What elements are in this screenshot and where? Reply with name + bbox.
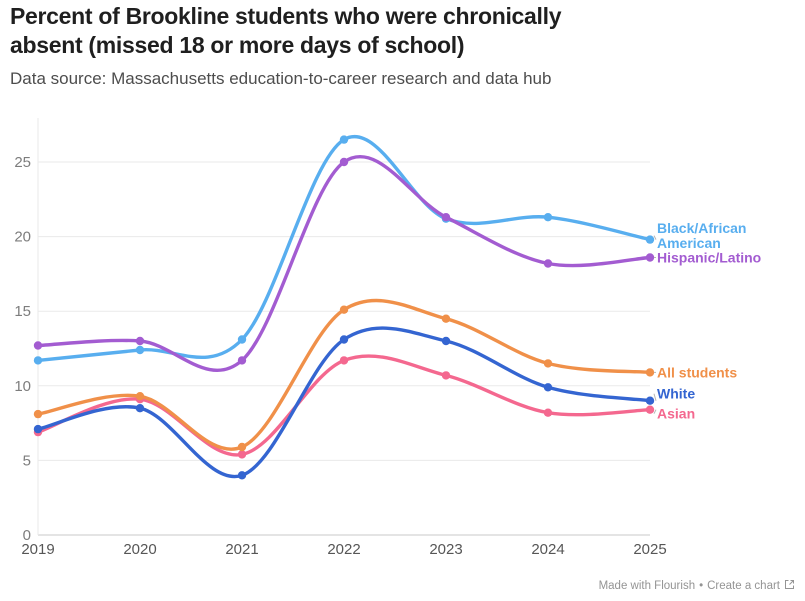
asian-label-leader bbox=[653, 409, 657, 414]
all-students-point-2020[interactable] bbox=[135, 392, 145, 401]
hispanic-latino-point-2025[interactable] bbox=[645, 253, 655, 262]
asian-point-2022[interactable] bbox=[339, 356, 349, 365]
black-african-american-point-2021[interactable] bbox=[237, 335, 247, 344]
chart-subtitle: Data source: Massachusetts education-to-… bbox=[10, 69, 552, 88]
all-students-point-2023[interactable] bbox=[441, 314, 451, 323]
hispanic-latino-point-2024[interactable] bbox=[543, 259, 553, 268]
all-students-point-2025[interactable] bbox=[645, 368, 655, 377]
white-point-2025[interactable] bbox=[645, 396, 655, 405]
all-students-point-2021[interactable] bbox=[237, 442, 247, 452]
y-axis-tick-label: 10 bbox=[14, 378, 31, 395]
hispanic-latino-point-2020[interactable] bbox=[135, 336, 145, 346]
y-axis-tick-label: 5 bbox=[23, 452, 31, 469]
black-african-american-end-label: American bbox=[657, 235, 721, 251]
all-students-point-2022[interactable] bbox=[339, 305, 349, 314]
white-end-label: White bbox=[657, 386, 695, 402]
black-african-american-point-2020[interactable] bbox=[135, 345, 145, 355]
all-students-end-label: All students bbox=[657, 364, 737, 380]
x-axis-tick-label: 2021 bbox=[225, 541, 258, 558]
x-axis-tick-label: 2025 bbox=[633, 541, 666, 558]
x-axis-tick-label: 2024 bbox=[531, 541, 564, 558]
asian-point-2024[interactable] bbox=[543, 408, 553, 417]
hispanic-latino-end-label: Hispanic/Latino bbox=[657, 250, 761, 266]
external-link-icon bbox=[784, 579, 795, 590]
asian-point-2021[interactable] bbox=[237, 450, 247, 459]
all-students-line bbox=[36, 298, 652, 451]
chart-header: Percent of Brookline students who were c… bbox=[10, 2, 561, 89]
hispanic-latino-point-2022[interactable] bbox=[339, 157, 349, 167]
white-point-2021[interactable] bbox=[237, 471, 247, 480]
black-african-american-end-label: Black/African bbox=[657, 220, 746, 236]
hispanic-latino-point-2023[interactable] bbox=[441, 213, 451, 222]
attribution-footer: Made with Flourish • Create a chart bbox=[598, 579, 795, 592]
all-students-point-2019[interactable] bbox=[33, 409, 43, 419]
asian-end-label: Asian bbox=[657, 406, 695, 422]
black-african-american-point-2025[interactable] bbox=[645, 235, 655, 244]
x-axis-tick-label: 2023 bbox=[429, 541, 462, 558]
all-students-point-2024[interactable] bbox=[543, 359, 553, 368]
create-a-chart-link[interactable]: Create a chart bbox=[707, 580, 780, 592]
black-african-american-point-2024[interactable] bbox=[543, 213, 553, 222]
x-axis-tick-label: 2020 bbox=[123, 541, 156, 558]
black-african-american-label-leader bbox=[653, 235, 657, 240]
black-african-american-line bbox=[36, 135, 652, 363]
white-point-2023[interactable] bbox=[441, 336, 451, 346]
chart-title-line1: Percent of Brookline students who were c… bbox=[10, 3, 562, 29]
y-axis-tick-label: 20 bbox=[14, 229, 31, 246]
black-african-american-point-2019[interactable] bbox=[33, 356, 43, 365]
x-axis-tick-label: 2019 bbox=[21, 541, 54, 558]
chart-title: Percent of Brookline students who were c… bbox=[10, 2, 561, 60]
hispanic-latino-point-2021[interactable] bbox=[237, 356, 247, 365]
white-point-2024[interactable] bbox=[543, 383, 553, 392]
white-point-2022[interactable] bbox=[339, 335, 349, 344]
made-with-flourish-link[interactable]: Made with Flourish bbox=[598, 580, 696, 592]
footer-separator: • bbox=[699, 580, 704, 592]
x-axis-tick-label: 2022 bbox=[327, 541, 360, 558]
y-axis-tick-label: 0 bbox=[23, 527, 31, 544]
y-axis-tick-label: 25 bbox=[14, 154, 31, 171]
hispanic-latino-point-2019[interactable] bbox=[33, 341, 43, 350]
y-axis-tick-label: 15 bbox=[14, 303, 31, 320]
chart-title-line2: absent (missed 18 or more days of school… bbox=[10, 32, 465, 58]
white-point-2020[interactable] bbox=[135, 404, 145, 413]
black-african-american-point-2022[interactable] bbox=[339, 135, 349, 144]
asian-point-2023[interactable] bbox=[441, 371, 451, 380]
white-label-leader bbox=[653, 393, 657, 401]
asian-point-2025[interactable] bbox=[645, 405, 655, 414]
white-point-2019[interactable] bbox=[33, 424, 43, 434]
